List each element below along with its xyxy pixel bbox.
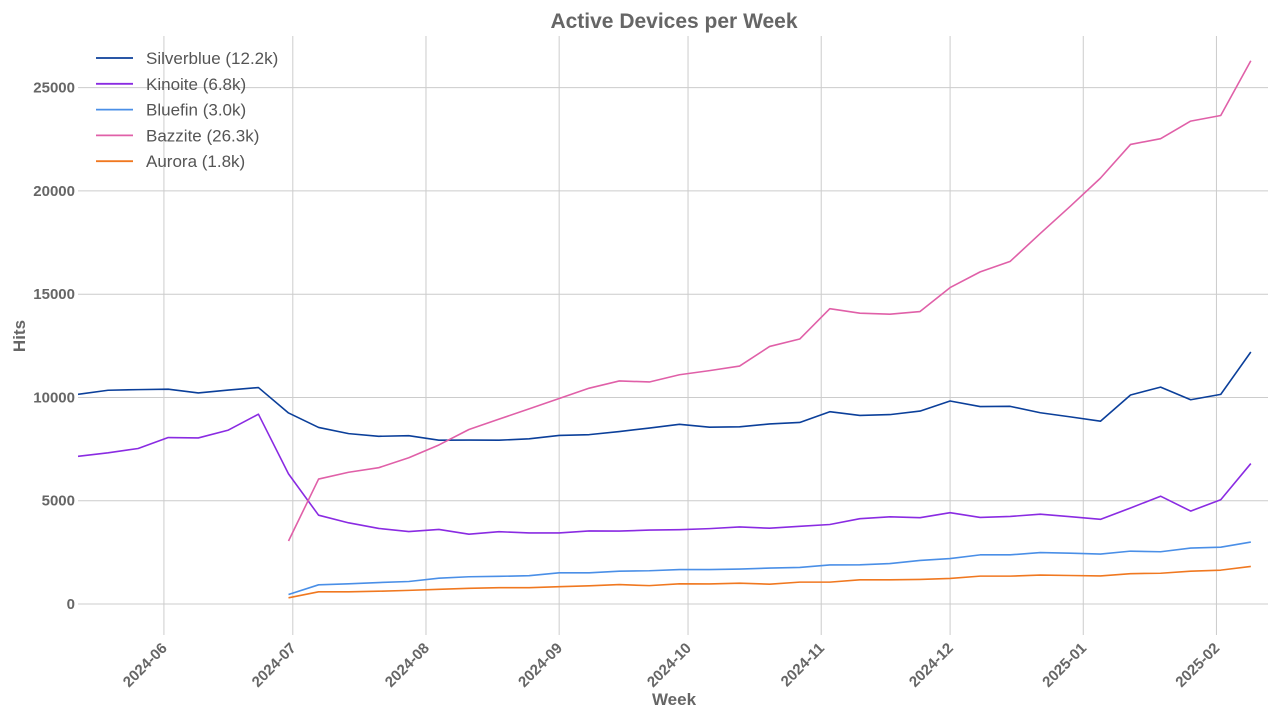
y-axis-label: Hits <box>10 320 29 352</box>
y-tick-labels: 0 5000 10000 15000 20000 25000 <box>33 80 75 613</box>
series-line-kinoite <box>78 413 1252 535</box>
legend-label: Aurora (1.8k) <box>146 152 245 171</box>
legend-item-bazzite: Bazzite (26.3k) <box>96 126 259 145</box>
legend-item-kinoite: Kinoite (6.8k) <box>96 75 246 94</box>
series-line-bluefin <box>288 541 1251 596</box>
chart-title: Active Devices per Week <box>550 10 797 33</box>
legend-item-silverblue: Silverblue (12.2k) <box>96 49 278 68</box>
legend-label: Silverblue (12.2k) <box>146 49 278 68</box>
grid-layer <box>78 36 1268 635</box>
legend-label: Bazzite (26.3k) <box>146 126 259 145</box>
legend-label: Kinoite (6.8k) <box>146 75 246 94</box>
legend-item-bluefin: Bluefin (3.0k) <box>96 101 246 120</box>
legend: Silverblue (12.2k) Kinoite (6.8k) Bluefin … <box>96 49 278 171</box>
y-tick-label: 15000 <box>33 286 75 303</box>
series-line-bazzite <box>287 60 1252 542</box>
y-tick-label: 20000 <box>33 183 75 200</box>
y-tick-label: 10000 <box>33 389 75 406</box>
series-line-silverblue <box>78 351 1252 442</box>
legend-item-aurora: Aurora (1.8k) <box>96 152 245 171</box>
legend-label: Bluefin (3.0k) <box>146 101 246 120</box>
series-layer <box>78 60 1252 599</box>
y-tick-label: 25000 <box>33 80 75 97</box>
series-line-aurora <box>288 565 1251 599</box>
y-tick-label: 5000 <box>42 493 75 510</box>
y-tick-label: 0 <box>67 596 75 613</box>
x-axis-label: Week <box>652 690 697 709</box>
